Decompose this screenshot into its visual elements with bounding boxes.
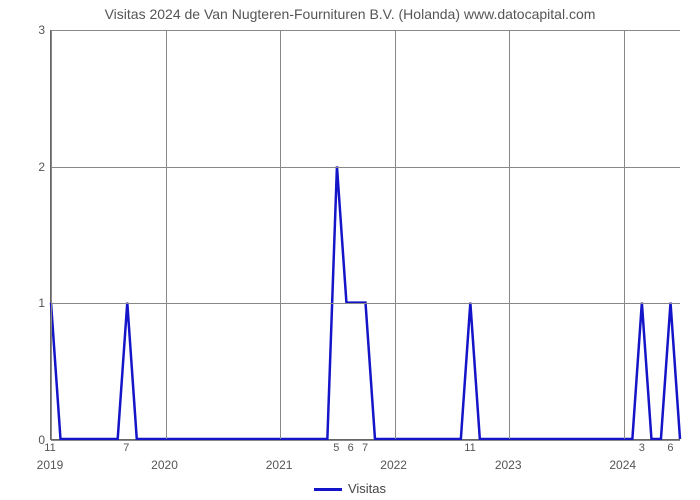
gridline-v	[509, 30, 510, 439]
x-year-label: 2022	[380, 458, 407, 472]
gridline-h	[51, 303, 680, 304]
x-year-label: 2019	[37, 458, 64, 472]
gridline-v	[280, 30, 281, 439]
plot-area	[50, 30, 680, 440]
y-tick-label: 0	[30, 433, 45, 447]
x-point-label: 11	[464, 442, 475, 454]
x-year-label: 2020	[151, 458, 178, 472]
x-year-label: 2021	[266, 458, 293, 472]
gridline-h	[51, 167, 680, 168]
y-tick-label: 2	[30, 160, 45, 174]
y-tick-label: 1	[30, 296, 45, 310]
x-year-label: 2024	[609, 458, 636, 472]
x-point-label: 6	[667, 442, 673, 454]
gridline-h	[51, 440, 680, 441]
x-point-label: 7	[362, 442, 368, 454]
legend: Visitas	[0, 481, 700, 496]
y-tick-label: 3	[30, 23, 45, 37]
x-point-label: 5	[333, 442, 339, 454]
gridline-v	[624, 30, 625, 439]
chart-title: Visitas 2024 de Van Nugteren-Fournituren…	[0, 6, 700, 22]
gridline-v	[395, 30, 396, 439]
x-point-label: 7	[123, 442, 129, 454]
legend-label: Visitas	[348, 481, 386, 496]
x-point-label: 11	[44, 442, 55, 454]
gridline-h	[51, 30, 680, 31]
gridline-v	[51, 30, 52, 439]
line-path-svg	[51, 30, 680, 439]
legend-swatch	[314, 488, 342, 491]
gridline-v	[166, 30, 167, 439]
x-point-label: 3	[639, 442, 645, 454]
x-year-label: 2023	[495, 458, 522, 472]
x-point-label: 6	[348, 442, 354, 454]
